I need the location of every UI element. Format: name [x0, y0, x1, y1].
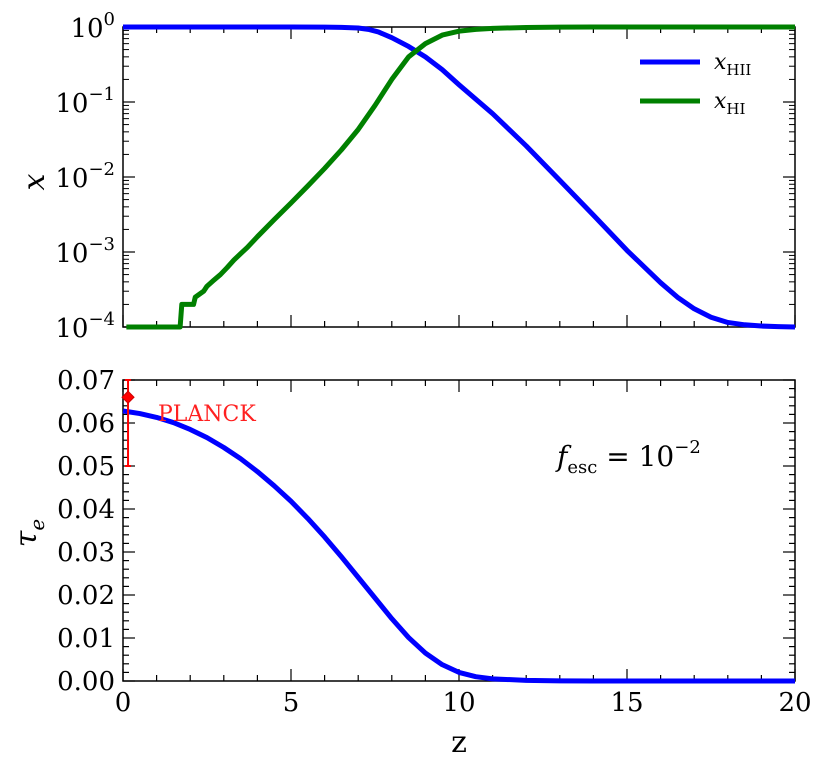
top-y-axis-label: x	[17, 173, 52, 190]
bottom-y-tick-label: 0.01	[57, 624, 115, 654]
series-line-x-hi	[126, 24, 795, 330]
fesc-annotation: fesc = 10−2	[555, 437, 701, 478]
top-y-tick-label: 10−2	[55, 159, 115, 194]
x-tick-label: 0	[115, 688, 132, 718]
legend-label-x-hii: xHII	[714, 50, 751, 79]
bottom-y-tick-labels: 0.00 0.01 0.02 0.03 0.04 0.05 0.06 0.07	[57, 366, 115, 697]
top-plot-frame	[122, 26, 796, 328]
planck-label: PLANCK	[158, 402, 256, 427]
bottom-ticks	[122, 379, 796, 682]
bottom-y-axis-label: τe	[9, 519, 49, 547]
top-y-tick-labels: 100 10−1 10−2 10−3 10−4	[55, 9, 115, 344]
bottom-y-tick-label: 0.05	[57, 452, 115, 482]
x-tick-label: 5	[283, 688, 300, 718]
top-ticks	[122, 26, 796, 328]
x-tick-label: 10	[442, 688, 475, 718]
bottom-y-tick-label: 0.00	[57, 667, 115, 697]
top-y-tick-label: 10−4	[55, 309, 115, 344]
planck-point	[121, 390, 135, 404]
top-y-tick-label: 100	[70, 9, 115, 44]
planck-marker	[121, 379, 135, 467]
bottom-series	[122, 408, 795, 684]
series-line-tau-e	[122, 408, 795, 684]
x-axis-label: z	[451, 725, 467, 760]
legend: xHII xHI	[640, 50, 751, 118]
bottom-y-tick-label: 0.06	[57, 409, 115, 439]
x-tick-label: 15	[610, 688, 643, 718]
bottom-panel: 0.00 0.01 0.02 0.03 0.04 0.05 0.06 0.07 0 5 10 15 2…	[9, 366, 812, 760]
top-series	[123, 24, 796, 330]
bottom-y-tick-label: 0.03	[57, 538, 115, 568]
top-y-tick-label: 10−1	[55, 84, 115, 119]
legend-label-x-hi: xHI	[714, 89, 746, 118]
bottom-x-tick-labels: 0 5 10 15 20	[115, 688, 812, 718]
bottom-y-tick-label: 0.07	[57, 366, 115, 396]
top-y-tick-label: 10−3	[55, 234, 115, 269]
series-line-x-hii	[123, 24, 796, 330]
x-tick-label: 20	[778, 688, 811, 718]
top-panel: 100 10−1 10−2 10−3 10−4 x xHII xHI	[17, 9, 796, 344]
bottom-y-tick-label: 0.02	[57, 581, 115, 611]
bottom-y-tick-label: 0.04	[57, 495, 115, 525]
